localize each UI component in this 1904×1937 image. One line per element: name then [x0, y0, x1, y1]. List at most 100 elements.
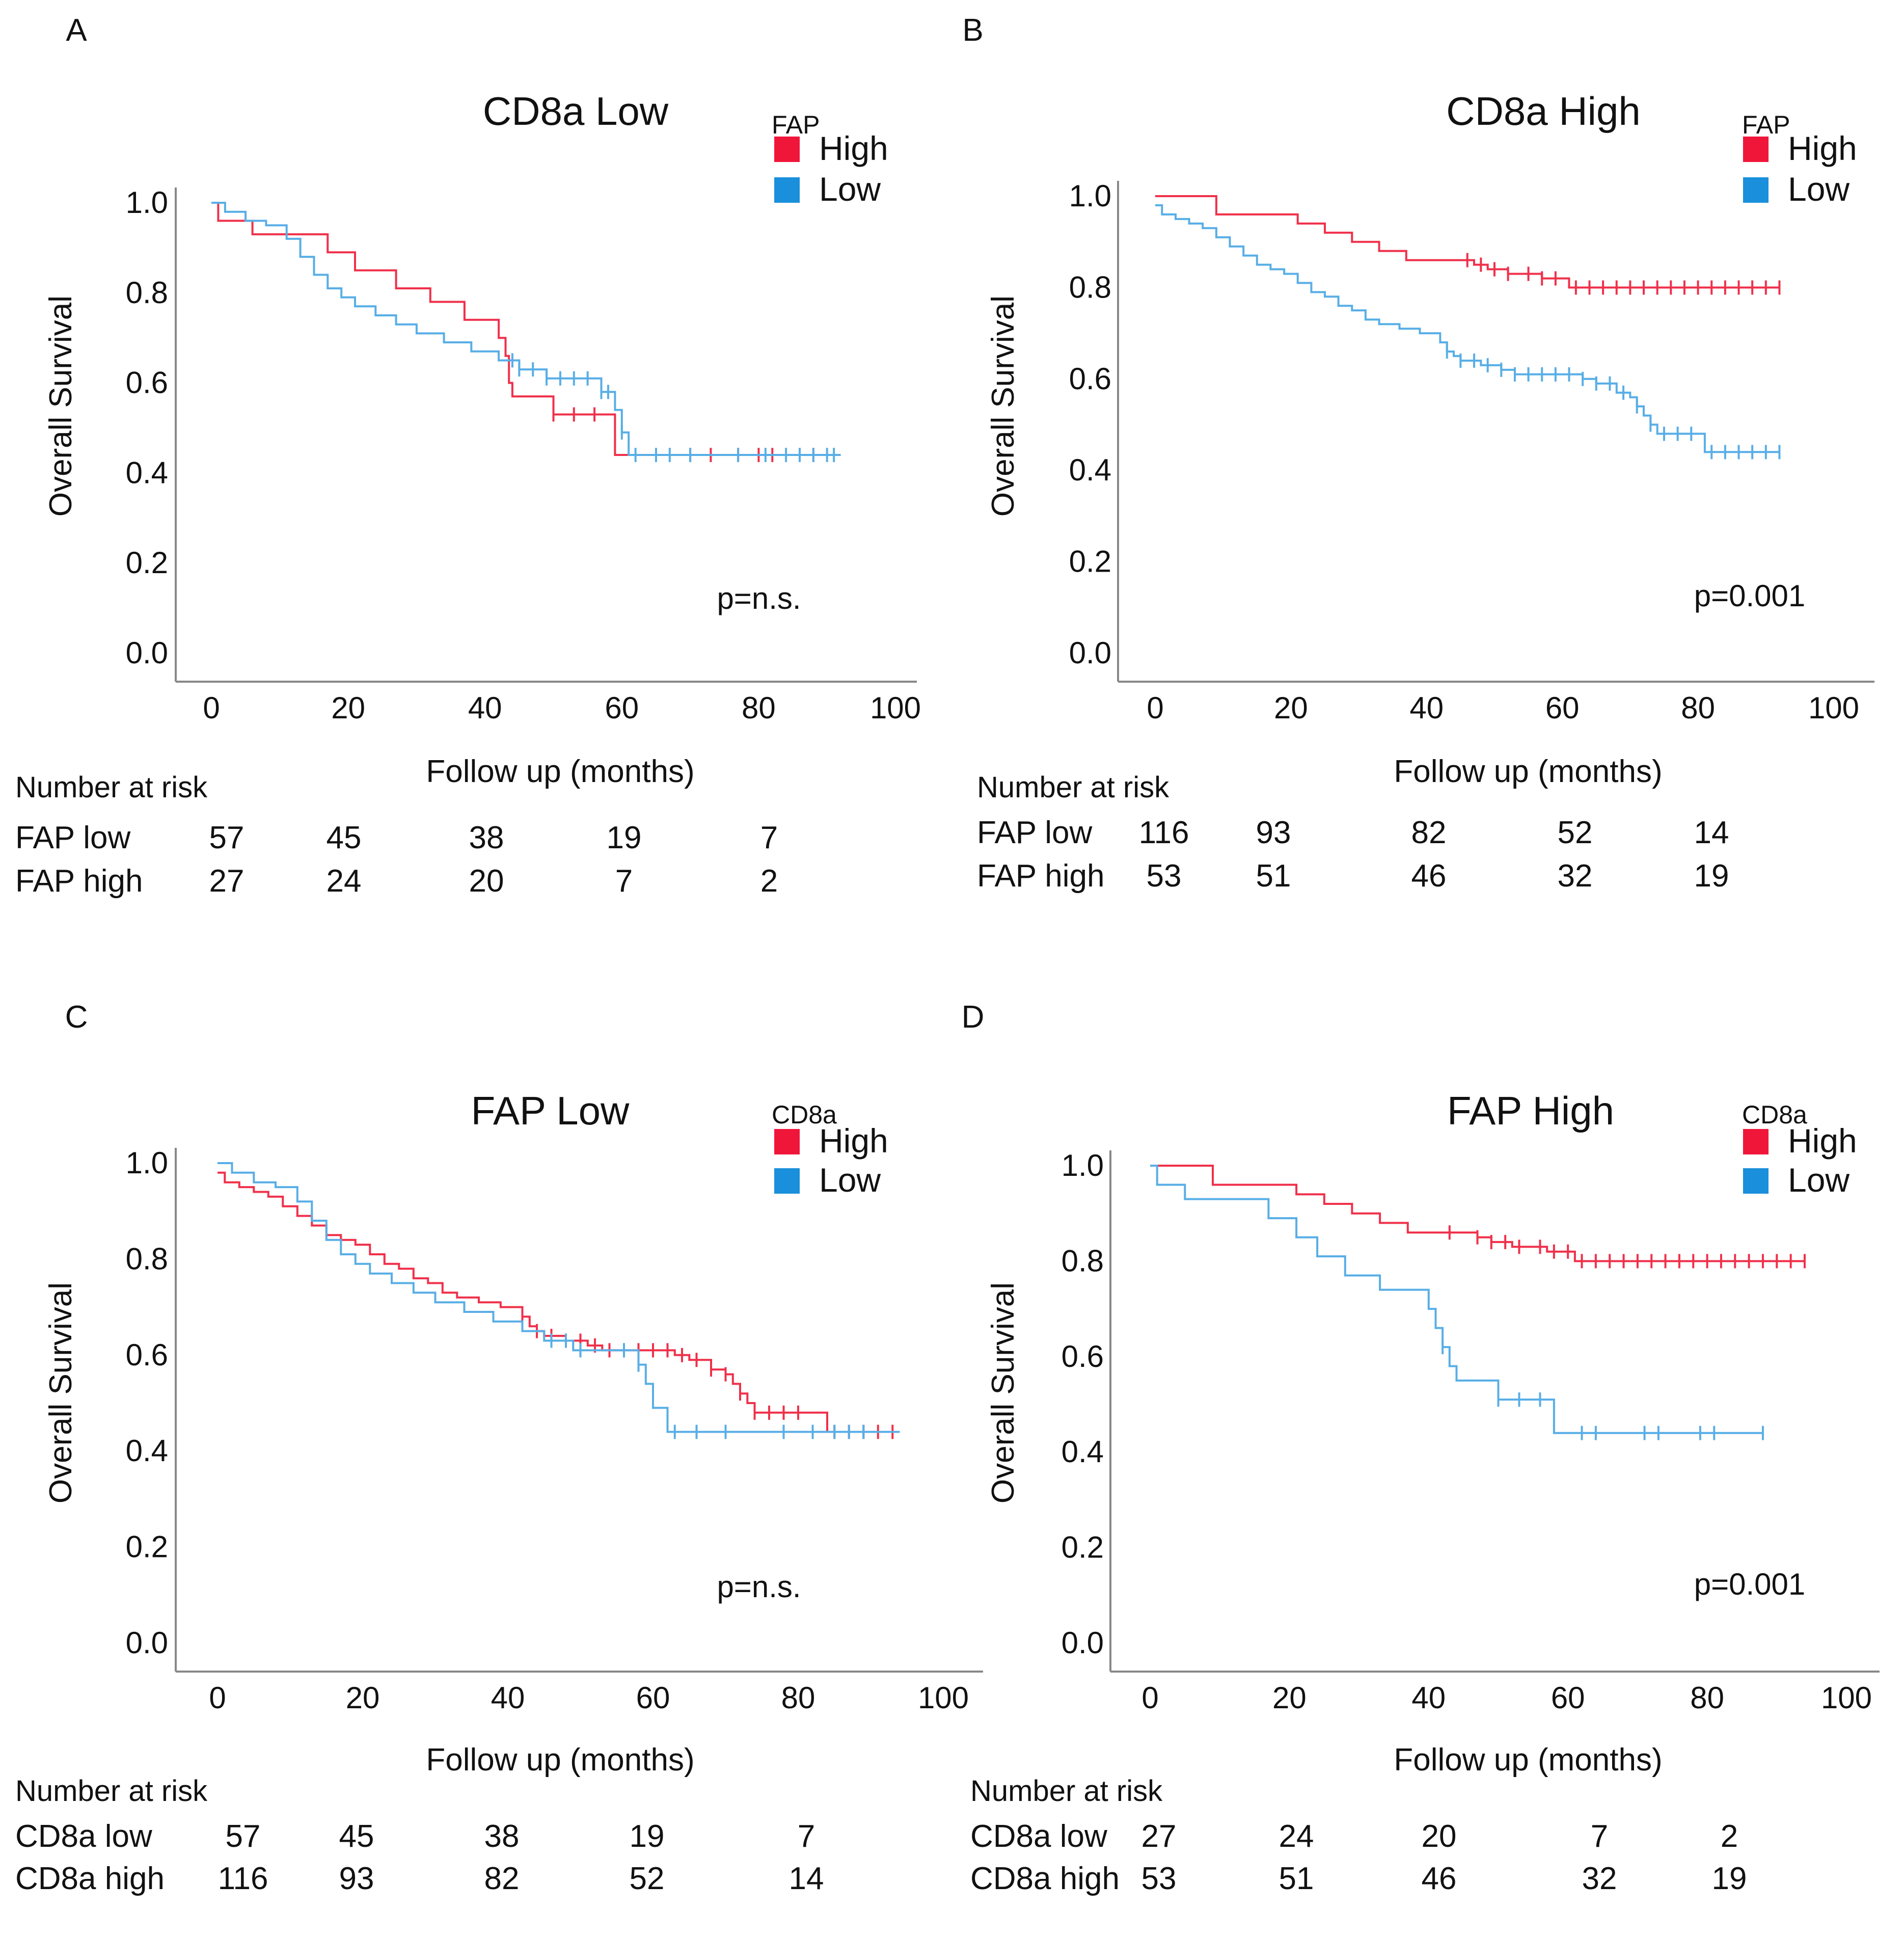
risk-value: 7 — [615, 864, 633, 899]
risk-value: 116 — [218, 1861, 268, 1896]
risk-row-label: CD8a high — [15, 1861, 165, 1896]
x-tick-label: 60 — [636, 1681, 670, 1715]
legend-swatch-high — [1743, 1129, 1769, 1154]
x-tick-label: 80 — [781, 1681, 815, 1715]
x-tick-label: 60 — [1545, 691, 1580, 725]
y-tick-label: 0.8 — [126, 1242, 168, 1276]
risk-value: 51 — [1256, 858, 1291, 894]
y-tick-label: 0.2 — [126, 546, 168, 580]
risk-value: 27 — [1141, 1819, 1177, 1854]
y-tick-label: 1.0 — [1062, 1148, 1104, 1182]
x-tick-label: 20 — [1272, 1681, 1307, 1715]
risk-value: 7 — [760, 820, 778, 855]
legend-title: CD8a — [1742, 1100, 1807, 1129]
risk-value: 2 — [1721, 1819, 1738, 1854]
chart-title: CD8a High — [1446, 89, 1641, 133]
x-axis-label: Follow up (months) — [1394, 754, 1662, 789]
risk-value: 45 — [327, 820, 362, 855]
y-tick-label: 0.4 — [126, 1434, 168, 1468]
y-tick-label: 0.0 — [1062, 1626, 1104, 1660]
x-axis-label: Follow up (months) — [426, 754, 694, 789]
legend-label-high: High — [819, 1122, 888, 1160]
panel-b: B CD8a High 0.0 0.2 0.4 0.6 0.8 1.0 0 20 40 60 80 100… — [962, 13, 1874, 894]
risk-value: 32 — [1558, 858, 1593, 894]
risk-value: 38 — [484, 1819, 520, 1854]
y-tick-label: 0.6 — [126, 1338, 168, 1372]
risk-value: 20 — [1422, 1819, 1457, 1854]
x-tick-label: 100 — [1821, 1681, 1872, 1715]
legend-title: FAP — [1742, 111, 1790, 139]
series-line-high — [217, 1171, 900, 1433]
risk-value: 52 — [630, 1861, 665, 1896]
risk-table-heading: Number at risk — [15, 1774, 208, 1808]
p-value: p=n.s. — [717, 1570, 801, 1604]
chart-title: CD8a Low — [483, 89, 669, 133]
legend-label-low: Low — [1788, 1161, 1849, 1199]
x-tick-label: 40 — [468, 691, 502, 725]
x-tick-label: 100 — [1808, 691, 1859, 725]
panel-a: A CD8a Low 0.0 0.2 0.4 0.6 0.8 1.0 0 20 40 60 80 100 O… — [15, 13, 921, 899]
legend-swatch-high — [774, 137, 800, 162]
chart-title: FAP Low — [471, 1088, 630, 1133]
risk-row-label: FAP low — [977, 815, 1093, 850]
legend-swatch-low — [1743, 1168, 1769, 1194]
risk-value: 24 — [327, 864, 362, 899]
risk-value: 27 — [209, 864, 244, 899]
series-line-low — [211, 202, 841, 456]
y-tick-label: 0.2 — [1069, 545, 1111, 579]
risk-value: 14 — [789, 1861, 824, 1896]
risk-value: 57 — [226, 1819, 261, 1854]
panel-label: B — [962, 13, 983, 48]
panel-label: D — [962, 1000, 985, 1035]
panel-c: C FAP Low 0.0 0.2 0.4 0.6 0.8 1.0 0 20 40 60 80 100 Ov… — [15, 1000, 983, 1896]
y-axis-label: Overall Survival — [43, 295, 78, 517]
x-tick-label: 0 — [1147, 691, 1163, 725]
y-tick-label: 0.0 — [126, 1626, 168, 1660]
legend-swatch-low — [1743, 177, 1769, 203]
risk-row-label: FAP low — [15, 820, 131, 855]
series-line-low — [217, 1162, 900, 1433]
risk-row-label: CD8a low — [970, 1819, 1107, 1854]
risk-value: 38 — [469, 820, 504, 855]
y-tick-label: 0.4 — [1062, 1435, 1104, 1469]
risk-table-heading: Number at risk — [15, 771, 208, 804]
risk-value: 53 — [1141, 1861, 1177, 1896]
y-tick-label: 0.8 — [126, 276, 168, 310]
y-tick-label: 0.8 — [1069, 270, 1111, 304]
risk-value: 53 — [1147, 858, 1182, 894]
risk-value: 19 — [630, 1819, 665, 1854]
x-tick-label: 20 — [1274, 691, 1308, 725]
risk-value: 93 — [339, 1861, 374, 1896]
risk-value: 19 — [607, 820, 642, 855]
series-line-high — [211, 202, 813, 456]
risk-value: 82 — [484, 1861, 520, 1896]
risk-value: 46 — [1411, 858, 1447, 894]
p-value: p=0.001 — [1694, 1567, 1806, 1601]
y-tick-label: 0.2 — [1062, 1530, 1104, 1565]
y-tick-label: 1.0 — [126, 185, 168, 220]
x-tick-label: 60 — [605, 691, 639, 725]
risk-value: 32 — [1582, 1861, 1617, 1896]
risk-value: 52 — [1558, 815, 1593, 850]
y-tick-label: 0.4 — [126, 455, 168, 490]
legend-label-high: High — [819, 129, 888, 167]
x-tick-label: 0 — [203, 691, 220, 725]
x-tick-label: 80 — [1681, 691, 1715, 725]
risk-value: 19 — [1712, 1861, 1747, 1896]
legend-label-high: High — [1788, 1122, 1857, 1160]
y-axis-label: Overall Survival — [986, 295, 1021, 517]
legend-swatch-low — [774, 1168, 800, 1194]
legend-swatch-high — [774, 1129, 800, 1154]
x-tick-label: 80 — [1690, 1681, 1724, 1715]
x-tick-label: 40 — [491, 1681, 525, 1715]
x-axis-label: Follow up (months) — [1394, 1742, 1662, 1778]
legend-label-high: High — [1788, 129, 1857, 167]
panel-label: C — [65, 1000, 88, 1035]
x-tick-label: 40 — [1409, 691, 1444, 725]
legend-swatch-high — [1743, 137, 1769, 162]
y-tick-label: 0.8 — [1062, 1244, 1104, 1278]
p-value: p=n.s. — [717, 581, 801, 615]
risk-row-label: FAP high — [977, 858, 1104, 894]
y-tick-label: 1.0 — [1069, 179, 1111, 213]
risk-table-heading: Number at risk — [977, 771, 1169, 804]
